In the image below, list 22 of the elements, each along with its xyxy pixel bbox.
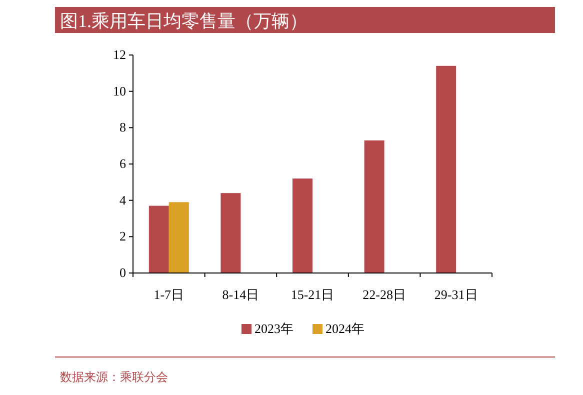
legend-label: 2024年 <box>326 321 364 336</box>
y-tick-label: 2 <box>120 228 126 244</box>
y-tick-label: 10 <box>113 83 126 98</box>
bar <box>436 66 456 273</box>
y-tick-label: 12 <box>113 47 126 62</box>
x-tick-label: 15-21日 <box>290 287 334 302</box>
chart-title: 图1.乘用车日均零售量（万辆） <box>60 11 308 31</box>
y-tick-label: 6 <box>120 156 126 171</box>
y-tick-label: 8 <box>120 120 126 135</box>
x-tick-label: 22-28日 <box>362 287 406 302</box>
bar <box>364 140 384 273</box>
source-note: 数据来源：乘联分会 <box>60 370 168 384</box>
bar <box>168 202 189 273</box>
y-tick-label: 0 <box>120 265 126 280</box>
x-tick-label: 29-31日 <box>434 287 478 302</box>
bar <box>292 178 312 273</box>
x-tick-label: 8-14日 <box>222 287 260 302</box>
y-tick-label: 4 <box>120 192 126 208</box>
bar <box>220 193 241 273</box>
bar <box>148 206 169 273</box>
x-tick-label: 1-7日 <box>154 287 184 302</box>
legend-label: 2023年 <box>254 321 294 336</box>
